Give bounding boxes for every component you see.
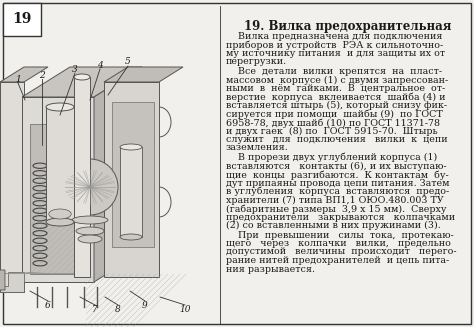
Text: щего   через   колпачки   вилки,   предельно: щего через колпачки вилки, предельно	[226, 239, 451, 248]
Polygon shape	[22, 97, 94, 282]
Ellipse shape	[46, 218, 74, 226]
Text: в углубления  корпуса  вставляются  предо-: в углубления корпуса вставляются предо-	[226, 187, 449, 197]
Text: перегрузки.: перегрузки.	[226, 58, 287, 66]
Ellipse shape	[120, 234, 142, 240]
Polygon shape	[30, 124, 86, 274]
Circle shape	[62, 159, 118, 215]
Text: заземления.: заземления.	[226, 144, 289, 152]
Text: 9: 9	[142, 301, 148, 309]
Polygon shape	[94, 67, 142, 282]
Text: сируется при помощи  шайбы (9)  по ГОСТ: сируется при помощи шайбы (9) по ГОСТ	[226, 110, 443, 119]
Text: вставляются   контакты (6), и их выступаю-: вставляются контакты (6), и их выступаю-	[226, 162, 447, 171]
Text: 19: 19	[12, 12, 32, 26]
Polygon shape	[74, 77, 90, 277]
Text: 7: 7	[92, 304, 98, 314]
Text: 1: 1	[15, 75, 21, 83]
Ellipse shape	[72, 216, 108, 224]
Ellipse shape	[120, 144, 142, 150]
Text: дут припаяны провода цепи питания. Затем: дут припаяны провода цепи питания. Затем	[226, 179, 449, 187]
Text: рание нитей предохранителей  и цепь пита-: рание нитей предохранителей и цепь пита-	[226, 256, 449, 265]
Text: вставляется штырь (5), который снизу фик-: вставляется штырь (5), который снизу фик…	[226, 101, 447, 110]
Ellipse shape	[76, 227, 104, 235]
Polygon shape	[104, 67, 183, 82]
Text: 10: 10	[179, 304, 191, 314]
Polygon shape	[46, 107, 74, 222]
Text: При  превышении   силы  тока,  протекаю-: При превышении силы тока, протекаю-	[226, 231, 454, 239]
Text: и двух гаек  (8) по  ГОСТ 5915-70.  Штырь: и двух гаек (8) по ГОСТ 5915-70. Штырь	[226, 127, 438, 136]
Text: 3: 3	[72, 64, 78, 74]
Polygon shape	[0, 270, 5, 290]
Text: служит   для  подключения   вилки  к  цепи: служит для подключения вилки к цепи	[226, 135, 447, 144]
Text: 6958-78, двух шайб (10) по ГОСТ 11371-78: 6958-78, двух шайб (10) по ГОСТ 11371-78	[226, 118, 440, 128]
Text: массовом  корпусе (1) с двумя запрессован-: массовом корпусе (1) с двумя запрессован…	[226, 76, 448, 85]
Text: Все  детали  вилки  крепятся  на  пласт-: Все детали вилки крепятся на пласт-	[226, 67, 442, 76]
Text: Вилка предназначена для подключения: Вилка предназначена для подключения	[226, 32, 443, 41]
Polygon shape	[0, 67, 48, 82]
Text: 4: 4	[97, 60, 103, 70]
Text: верстие  корпуса  вклеивается  шайба (4) и: верстие корпуса вклеивается шайба (4) и	[226, 93, 446, 102]
Text: ния разрывается.: ния разрывается.	[226, 265, 315, 273]
Polygon shape	[120, 147, 142, 237]
Polygon shape	[112, 102, 154, 247]
Text: 5: 5	[125, 58, 131, 66]
Text: приборов и устройств  РЭА к сильноточно-: приборов и устройств РЭА к сильноточно-	[226, 41, 443, 50]
Text: В прорези двух углублений корпуса (1): В прорези двух углублений корпуса (1)	[226, 153, 437, 163]
Text: му источнику питания  и для защиты их от: му источнику питания и для защиты их от	[226, 49, 445, 58]
Ellipse shape	[74, 74, 90, 80]
Ellipse shape	[46, 103, 74, 111]
Bar	[3, 3, 41, 36]
Polygon shape	[0, 82, 24, 292]
Text: 8: 8	[115, 304, 121, 314]
Text: 2: 2	[39, 71, 45, 79]
Polygon shape	[22, 67, 142, 97]
Ellipse shape	[78, 235, 102, 243]
Text: 6: 6	[45, 301, 51, 309]
Text: 19. Вилка предохранительная: 19. Вилка предохранительная	[244, 20, 452, 33]
Text: ными  в  нём  гайками.  В  центральное  от-: ными в нём гайками. В центральное от-	[226, 84, 445, 93]
Ellipse shape	[49, 209, 71, 219]
Text: хранители (7) типа ВП1,1 ОЮО.480.003 ТУ: хранители (7) типа ВП1,1 ОЮО.480.003 ТУ	[226, 196, 444, 205]
Text: допустимой   величины  происходит   перего-: допустимой величины происходит перего-	[226, 248, 456, 256]
Text: щие  концы  разгибаются.  К контактам  бу-: щие концы разгибаются. К контактам бу-	[226, 170, 449, 180]
Polygon shape	[104, 82, 159, 277]
Text: (габаритные размеры  3,9 х 15 мм).  Сверху: (габаритные размеры 3,9 х 15 мм). Сверху	[226, 204, 447, 214]
Text: предохранители   закрываются   колпачками: предохранители закрываются колпачками	[226, 213, 455, 221]
Text: (2) со вставленными в них пружинами (3).: (2) со вставленными в них пружинами (3).	[226, 221, 441, 230]
Polygon shape	[0, 272, 24, 292]
